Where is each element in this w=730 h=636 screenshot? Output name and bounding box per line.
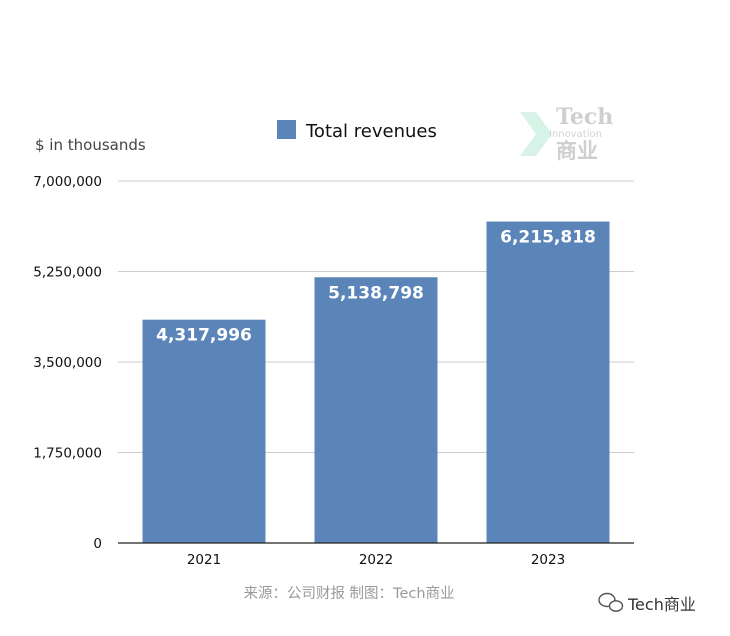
x-tick-label: 2021 xyxy=(187,552,221,568)
bar-2022 xyxy=(314,277,438,543)
y-tick-label: 1,750,000 xyxy=(33,446,102,462)
x-tick-label: 2022 xyxy=(359,552,393,568)
y-axis-label: $ in thousands xyxy=(35,136,146,154)
bar-value-label: 5,138,798 xyxy=(328,283,424,303)
x-axis-ticks: 2021 2022 2023 xyxy=(187,552,565,568)
x-tick-label: 2023 xyxy=(531,552,565,568)
legend: Total revenues xyxy=(277,120,437,142)
bar-2021 xyxy=(142,319,266,543)
source-note: 来源：公司财报 制图：Tech商业 xyxy=(243,585,454,602)
y-tick-label: 0 xyxy=(93,536,102,552)
legend-swatch xyxy=(277,120,296,139)
bar-2023 xyxy=(486,221,610,543)
brand-mark: Tech商业 xyxy=(598,592,696,614)
wechat-icon xyxy=(598,592,624,612)
watermark-line3: 商业 xyxy=(556,138,598,163)
bar-value-label: 6,215,818 xyxy=(500,228,596,248)
bars: 4,317,996 5,138,798 6,215,818 xyxy=(142,221,610,543)
y-tick-label: 7,000,000 xyxy=(33,174,102,190)
y-axis-ticks: 0 1,750,000 3,500,000 5,250,000 7,000,000 xyxy=(33,174,102,552)
y-tick-label: 3,500,000 xyxy=(33,355,102,371)
watermark-line2: Innovation xyxy=(549,129,602,140)
watermark-line1: Tech xyxy=(556,104,613,130)
y-tick-label: 5,250,000 xyxy=(33,265,102,281)
watermark-chevron-icon xyxy=(520,112,552,156)
bar-value-label: 4,317,996 xyxy=(156,326,252,346)
legend-label: Total revenues xyxy=(305,121,437,142)
watermark-logo: Tech Innovation 商业 xyxy=(520,104,613,163)
brand-text: Tech商业 xyxy=(627,595,696,614)
